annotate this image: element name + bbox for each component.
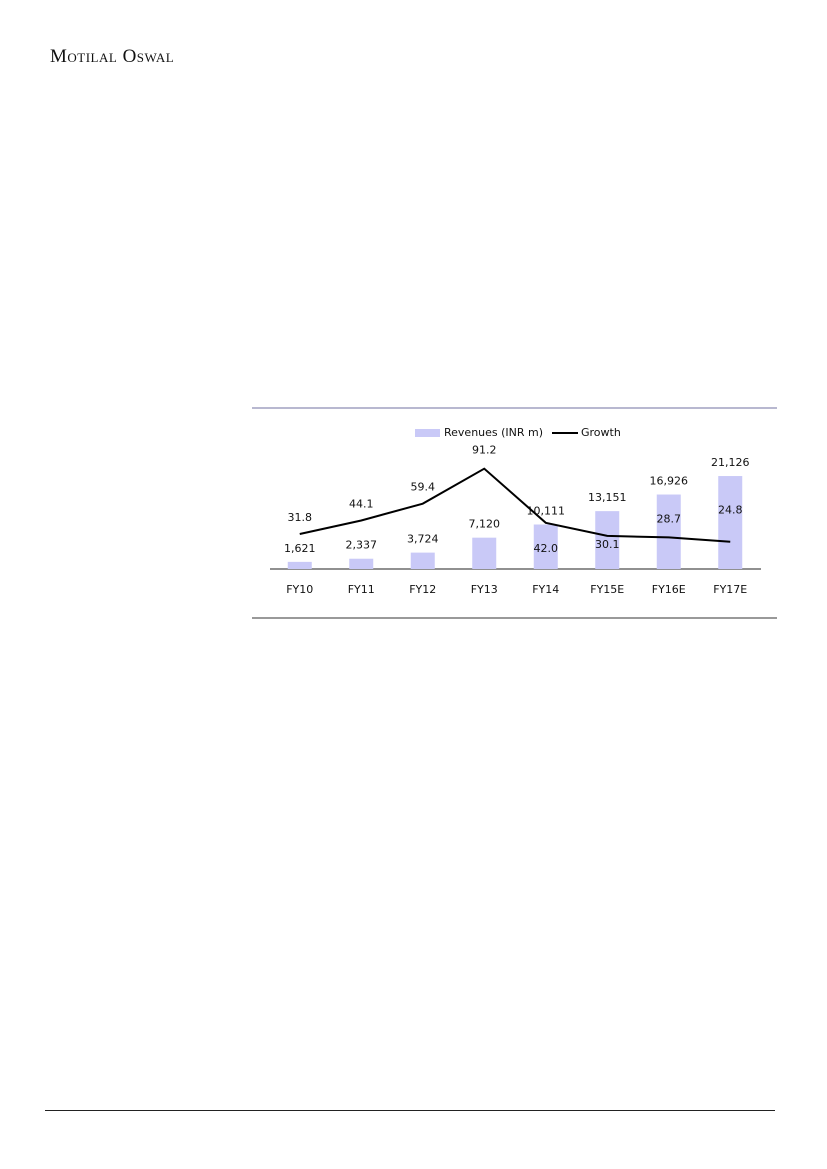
bar-value-label: 1,621 bbox=[284, 542, 316, 555]
bar bbox=[410, 552, 435, 569]
bar-value-label: 13,151 bbox=[588, 491, 627, 504]
bar bbox=[656, 494, 681, 569]
bar bbox=[595, 511, 620, 569]
x-tick-label: FY17E bbox=[713, 583, 747, 596]
growth-value-label: 91.2 bbox=[472, 444, 497, 457]
x-tick-label: FY11 bbox=[348, 583, 375, 596]
bar-value-label: 2,337 bbox=[346, 539, 378, 552]
growth-value-label: 59.4 bbox=[411, 481, 436, 494]
footer-rule bbox=[45, 1110, 775, 1111]
bar bbox=[287, 561, 312, 569]
growth-value-label: 42.0 bbox=[534, 542, 559, 555]
growth-value-label: 30.1 bbox=[595, 538, 620, 551]
legend-swatch bbox=[415, 429, 440, 437]
x-tick-label: FY13 bbox=[471, 583, 498, 596]
bar-value-label: 3,724 bbox=[407, 533, 439, 546]
x-tick-label: FY15E bbox=[590, 583, 624, 596]
bar bbox=[533, 524, 558, 569]
x-tick-label: FY12 bbox=[409, 583, 436, 596]
legend-label: Growth bbox=[581, 426, 621, 439]
growth-value-label: 44.1 bbox=[349, 497, 374, 510]
bar-value-label: 21,126 bbox=[711, 456, 750, 469]
growth-value-label: 28.7 bbox=[657, 512, 682, 525]
brand-header: Motilal Oswal bbox=[50, 46, 175, 67]
x-tick-label: FY14 bbox=[532, 583, 559, 596]
bar-value-label: 16,926 bbox=[650, 475, 689, 488]
x-tick-label: FY16E bbox=[652, 583, 686, 596]
bar bbox=[472, 537, 497, 569]
growth-line bbox=[299, 467, 731, 543]
growth-value-label: 24.8 bbox=[718, 504, 743, 517]
bar bbox=[349, 558, 374, 569]
growth-value-label: 31.8 bbox=[288, 511, 313, 524]
bar bbox=[718, 476, 743, 569]
legend-label: Revenues (INR m) bbox=[444, 426, 543, 439]
bar-value-label: 7,120 bbox=[469, 518, 501, 531]
x-tick-label: FY10 bbox=[286, 583, 313, 596]
